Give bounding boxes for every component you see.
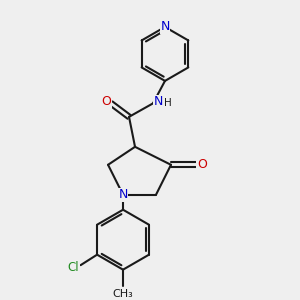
Text: CH₃: CH₃ bbox=[113, 289, 134, 298]
Text: N: N bbox=[154, 95, 163, 108]
Text: N: N bbox=[160, 20, 170, 34]
Text: Cl: Cl bbox=[67, 261, 79, 274]
Text: O: O bbox=[197, 158, 207, 171]
Text: H: H bbox=[164, 98, 171, 108]
Text: O: O bbox=[102, 95, 112, 108]
Text: N: N bbox=[118, 188, 128, 201]
